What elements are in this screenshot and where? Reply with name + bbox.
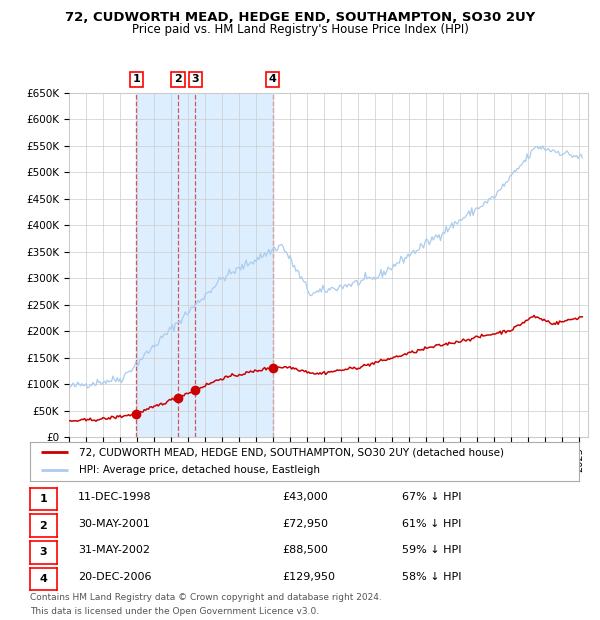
Text: 30-MAY-2001: 30-MAY-2001	[78, 518, 150, 529]
Text: 11-DEC-1998: 11-DEC-1998	[78, 492, 152, 502]
Text: Price paid vs. HM Land Registry's House Price Index (HPI): Price paid vs. HM Land Registry's House …	[131, 23, 469, 36]
Bar	[136, 93, 272, 437]
Text: HPI: Average price, detached house, Eastleigh: HPI: Average price, detached house, East…	[79, 465, 320, 475]
Text: 4: 4	[40, 574, 47, 584]
Text: 58% ↓ HPI: 58% ↓ HPI	[402, 572, 461, 582]
Text: 4: 4	[269, 74, 277, 84]
Text: 72, CUDWORTH MEAD, HEDGE END, SOUTHAMPTON, SO30 2UY: 72, CUDWORTH MEAD, HEDGE END, SOUTHAMPTO…	[65, 11, 535, 24]
Text: 20-DEC-2006: 20-DEC-2006	[78, 572, 151, 582]
Text: 59% ↓ HPI: 59% ↓ HPI	[402, 545, 461, 556]
Text: 72, CUDWORTH MEAD, HEDGE END, SOUTHAMPTON, SO30 2UY (detached house): 72, CUDWORTH MEAD, HEDGE END, SOUTHAMPTO…	[79, 448, 505, 458]
Text: 2: 2	[40, 521, 47, 531]
Text: £43,000: £43,000	[282, 492, 328, 502]
Text: 67% ↓ HPI: 67% ↓ HPI	[402, 492, 461, 502]
Text: £88,500: £88,500	[282, 545, 328, 556]
Text: £72,950: £72,950	[282, 518, 328, 529]
Text: This data is licensed under the Open Government Licence v3.0.: This data is licensed under the Open Gov…	[30, 607, 319, 616]
Text: 3: 3	[40, 547, 47, 557]
Text: 2: 2	[174, 74, 182, 84]
Text: Contains HM Land Registry data © Crown copyright and database right 2024.: Contains HM Land Registry data © Crown c…	[30, 593, 382, 603]
Text: 61% ↓ HPI: 61% ↓ HPI	[402, 518, 461, 529]
Text: 31-MAY-2002: 31-MAY-2002	[78, 545, 150, 556]
Text: 1: 1	[40, 494, 47, 504]
Text: 1: 1	[133, 74, 140, 84]
Text: 3: 3	[191, 74, 199, 84]
Text: £129,950: £129,950	[282, 572, 335, 582]
